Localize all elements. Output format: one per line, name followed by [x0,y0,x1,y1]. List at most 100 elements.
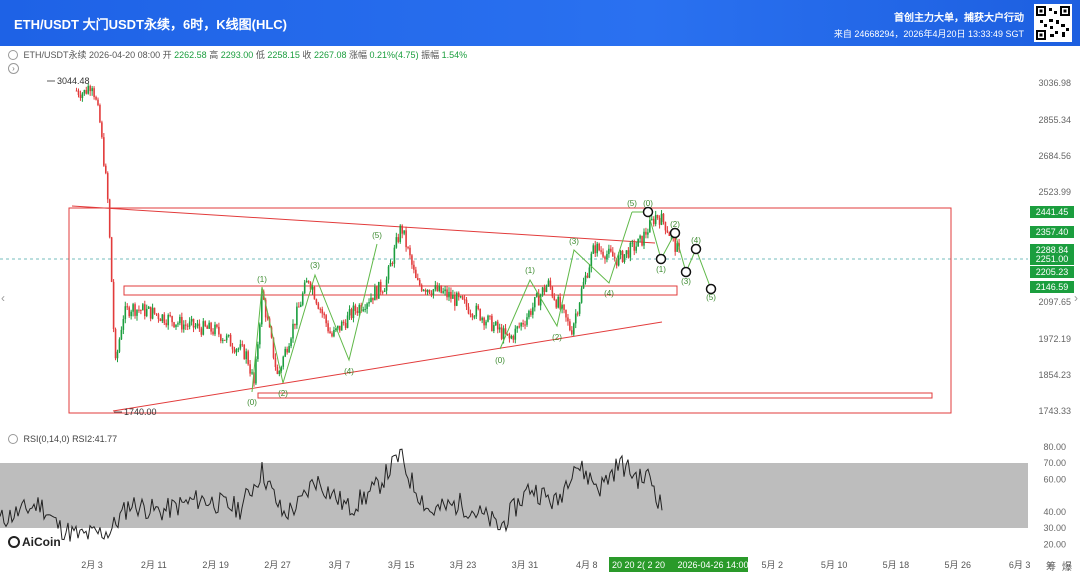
candle-body [299,304,302,307]
candle-body [596,243,598,254]
x-tick-label: 2月 3 [81,560,103,570]
candle-body [471,314,474,318]
candle-body [510,336,513,339]
candle-body [247,351,249,365]
candle-body [399,225,402,242]
candle-body [520,323,522,327]
candle-body [493,325,495,332]
collapse-icon[interactable]: › [8,63,19,74]
candle-body [637,238,639,247]
liquidation-label[interactable]: 爆 [1062,562,1072,573]
candle-body [602,251,604,257]
candle-body [130,311,132,317]
candle-body [528,310,530,318]
candle-body [93,88,95,97]
candle-body [629,242,632,258]
x-tick-label: 5月 10 [821,560,848,570]
high-marker-label: 3044.48 [57,76,90,86]
rsi-settings-icon[interactable] [8,434,18,444]
x-tick-label: 3月 23 [450,560,477,570]
x-tick-label: 3月 31 [512,560,539,570]
candle-body [337,325,339,329]
rsi-header: RSI(0,14,0) RSI2:41.77 [8,434,117,444]
candle-body [177,323,179,325]
x-tick-label: 2月 11 [141,560,167,570]
candle-body [298,306,300,308]
candle-body [95,96,97,100]
candle-body [571,330,573,335]
candle-body [286,348,288,353]
time-tag [609,557,748,572]
candle-body [305,280,308,283]
candle-body [184,324,187,326]
candle-body [635,246,637,251]
candle-body [214,324,216,335]
candle-body [321,309,324,314]
candle-body [186,325,189,327]
candle-body [518,326,520,328]
x-tick-label: 6月 3 [1009,560,1031,570]
x-tick-label: 5月 2 [761,560,783,570]
candle-body [202,321,205,335]
logo-text: AiCoin [22,535,61,549]
candle-body [317,303,320,309]
candle-body [459,296,462,298]
candle-body [340,321,343,331]
candle-body [619,250,622,255]
chart-title: ETH/USDT 大门USDT永续，6时，K线图(HLC) [14,17,287,32]
rsi-y-tick-label: 30.00 [1043,523,1066,533]
candle-body [485,321,487,326]
candle-body [586,275,589,278]
candle-body [565,309,567,318]
candle-body [508,334,511,339]
chips-label[interactable]: 筹 [1046,562,1056,573]
candle-body [204,321,207,327]
candle-body [610,248,612,252]
candle-body [389,263,392,267]
ohlc-datetime: 2026-04-20 08:00 [89,50,161,60]
candle-body [403,230,405,234]
price-tag [1030,253,1074,265]
candle-body [379,281,382,292]
candle-body [77,90,80,95]
candle-body [454,294,456,306]
candle-body [235,349,238,353]
candle-body [149,306,152,319]
candle-body [169,314,171,317]
candle-body [401,225,403,234]
settings-icon[interactable] [8,50,18,60]
candle-body [350,309,353,319]
candle-body [157,314,160,319]
price-tag-label: 2251.00 [1036,254,1069,264]
x-tick-label: 5月 18 [883,560,910,570]
candle-body [331,333,333,337]
candle-body [446,289,448,298]
candle-body [319,308,322,310]
candle-body [260,291,263,325]
time-tag-label: 2026-04-26 14:00 [677,560,748,570]
candle-body [569,321,571,331]
candle-body [584,275,587,282]
candle-body [327,323,329,332]
rsi-y-tick-label: 20.00 [1043,539,1066,549]
candle-body [526,317,528,325]
candle-body [647,232,649,235]
x-tick-label: 2月 27 [264,560,291,570]
candle-body [504,328,507,334]
open-value: 2262.58 [174,50,207,60]
price-tag-label: 2441.45 [1036,207,1069,217]
candle-body [494,321,497,326]
price-tag-label: 2146.59 [1036,282,1069,292]
candle-body [576,313,579,315]
candle-body [374,286,376,301]
candle-body [413,264,415,270]
wave-label: (1) [257,275,267,284]
candle-body [578,302,581,314]
candle-body [625,250,628,255]
amplitude-value: 1.54% [441,50,468,60]
candle-body [89,85,91,92]
candle-body [452,294,454,299]
candle-body [223,339,226,341]
qr-code-icon [1034,4,1072,42]
